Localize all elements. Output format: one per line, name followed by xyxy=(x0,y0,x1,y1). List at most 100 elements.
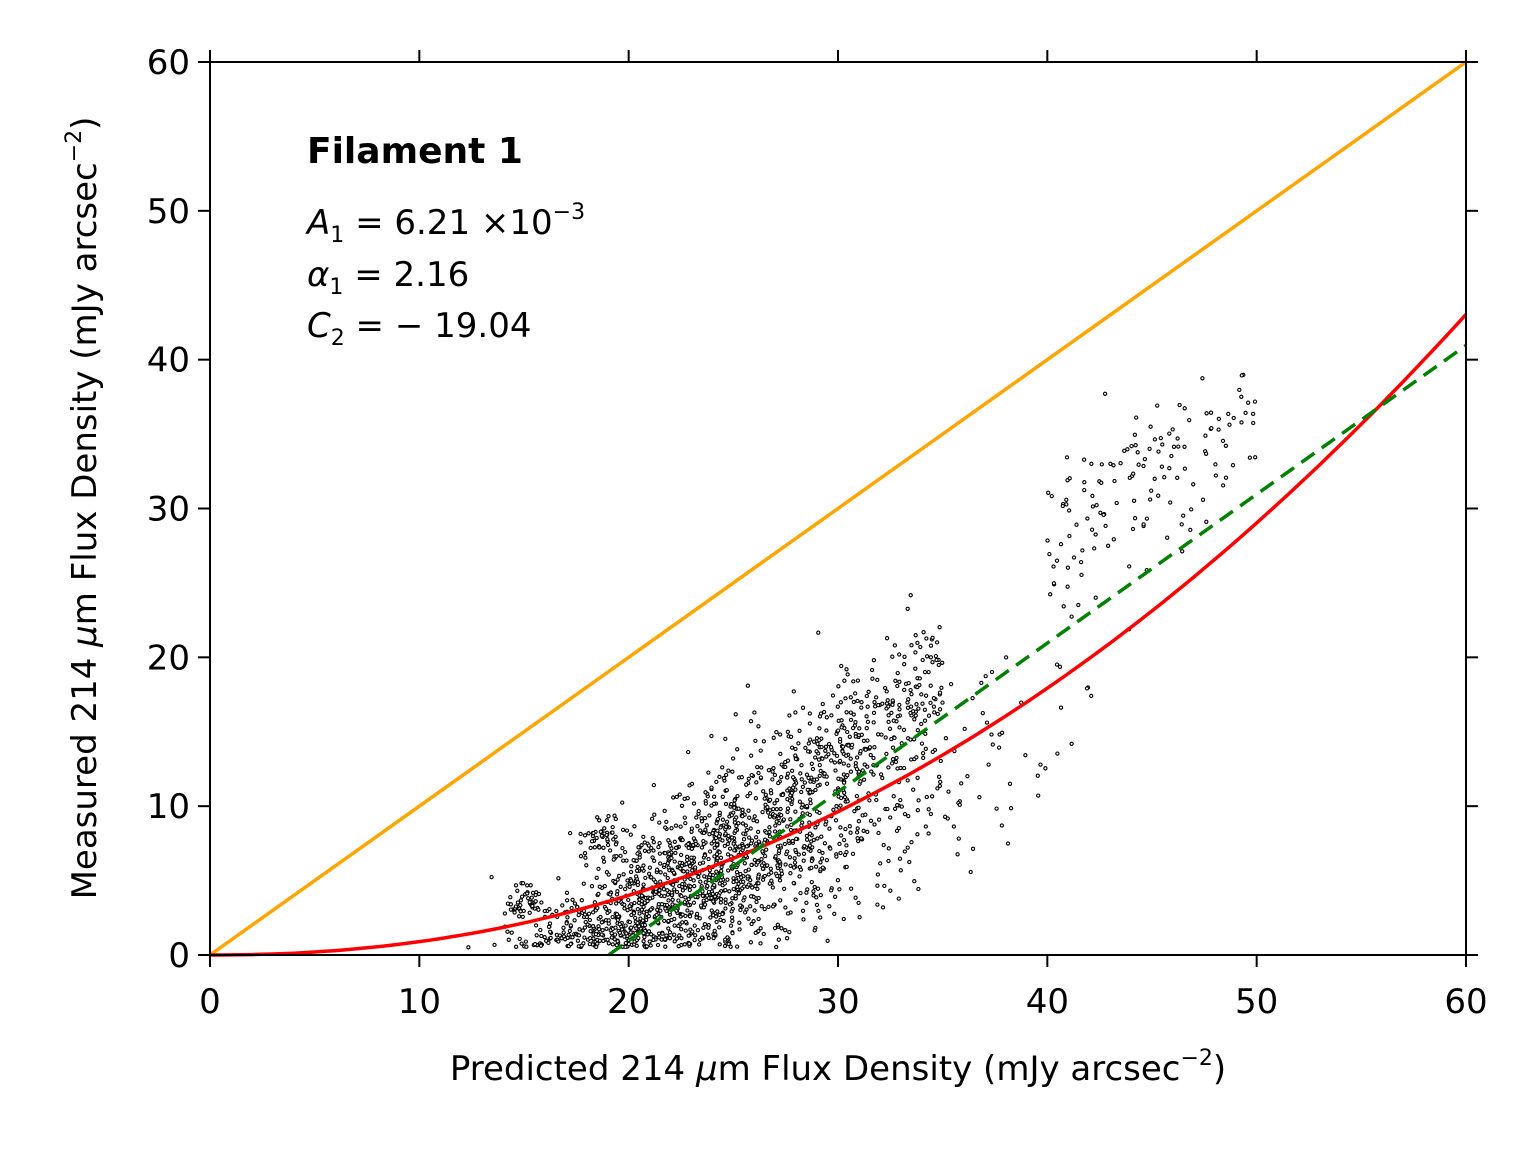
scatter-point xyxy=(761,789,766,794)
scatter-point xyxy=(1038,762,1043,767)
scatter-point xyxy=(635,851,640,856)
scatter-point xyxy=(542,908,547,914)
scatter-point xyxy=(762,873,767,879)
scatter-point xyxy=(657,851,663,856)
scatter-point xyxy=(890,654,895,659)
scatter-point xyxy=(1182,406,1187,411)
scatter-point xyxy=(1101,512,1106,518)
scatter-point xyxy=(696,808,701,814)
scatter-point xyxy=(835,704,840,709)
scatter-point xyxy=(556,876,561,881)
scatter-point xyxy=(568,923,573,928)
scatter-point xyxy=(911,787,916,792)
scatter-point xyxy=(776,780,781,786)
scatter-point xyxy=(913,713,918,718)
scatter-point xyxy=(785,775,790,780)
scatter-point xyxy=(778,751,783,757)
scatter-point xyxy=(634,858,639,863)
scatter-point xyxy=(731,886,736,892)
scatter-point xyxy=(587,941,592,947)
scatter-point xyxy=(980,710,985,716)
scatter-point xyxy=(1188,527,1193,533)
scatter-point xyxy=(726,868,731,873)
scatter-point xyxy=(887,726,893,731)
scatter-point xyxy=(699,845,705,850)
scatter-point xyxy=(884,636,890,641)
scatter-point xyxy=(756,895,761,901)
scatter-point xyxy=(677,933,682,938)
scatter-point xyxy=(561,925,566,930)
scatter-point xyxy=(678,866,683,871)
scatter-point xyxy=(909,643,914,648)
scatter-point xyxy=(1043,766,1048,771)
scatter-point xyxy=(789,790,795,796)
scatter-point xyxy=(717,912,722,918)
scatter-point xyxy=(690,868,695,873)
scatter-point xyxy=(601,855,606,860)
scatter-point xyxy=(870,676,875,681)
scatter-point xyxy=(1114,500,1119,506)
scatter-point xyxy=(590,910,596,915)
scatter-point xyxy=(781,817,787,822)
scatter-point xyxy=(572,918,577,923)
scatter-point xyxy=(830,693,836,698)
scatter-point xyxy=(756,928,761,934)
scatter-point xyxy=(650,835,655,841)
scatter-point xyxy=(712,928,717,934)
scatter-point xyxy=(908,737,913,742)
scatter-point xyxy=(515,888,520,893)
scatter-point xyxy=(783,759,788,765)
scatter-point xyxy=(836,684,841,689)
scatter-point xyxy=(800,802,805,807)
scatter-point xyxy=(915,832,920,837)
scatter-point xyxy=(674,908,679,913)
scatter-point xyxy=(938,758,943,764)
scatter-point xyxy=(679,803,685,808)
scatter-point xyxy=(785,806,791,811)
scatter-point xyxy=(854,766,860,772)
scatter-point xyxy=(902,662,907,667)
scatter-point xyxy=(706,856,711,862)
scatter-point xyxy=(781,886,787,891)
scatter-point xyxy=(996,745,1002,750)
scatter-point xyxy=(718,897,724,902)
scatter-point xyxy=(897,652,902,657)
scatter-point xyxy=(1155,403,1160,408)
scatter-point xyxy=(890,698,895,703)
scatter-point xyxy=(610,914,615,920)
scatter-point xyxy=(816,908,821,914)
scatter-point xyxy=(797,728,802,733)
scatter-point xyxy=(733,828,738,833)
scatter-point xyxy=(632,824,637,829)
scatter-point xyxy=(899,804,904,809)
scatter-point xyxy=(819,834,824,839)
scatter-point xyxy=(622,886,628,892)
scatter-point xyxy=(1209,426,1214,431)
scatter-point xyxy=(717,942,722,947)
scatter-point xyxy=(737,927,742,932)
scatter-point xyxy=(605,937,610,942)
scatter-point xyxy=(665,888,670,893)
scatter-point xyxy=(658,879,663,884)
scatter-point xyxy=(890,745,896,750)
scatter-point xyxy=(1167,431,1172,436)
scatter-point xyxy=(765,863,770,868)
scatter-point xyxy=(567,830,573,836)
scatter-point xyxy=(508,902,514,907)
scatter-point xyxy=(804,890,809,895)
scatter-point xyxy=(915,640,920,646)
scatter-point xyxy=(667,935,672,941)
scatter-point xyxy=(881,842,886,848)
scatter-point xyxy=(641,904,646,910)
scatter-point xyxy=(779,774,784,780)
scatter-point xyxy=(1204,411,1209,416)
scatter-point xyxy=(1136,462,1141,467)
scatter-point xyxy=(868,818,874,823)
scatter-point xyxy=(814,749,819,754)
scatter-point xyxy=(867,745,873,750)
scatter-point xyxy=(739,775,744,780)
scatter-point xyxy=(926,713,932,718)
scatter-point xyxy=(628,878,634,883)
scatter-point xyxy=(666,926,671,931)
scatter-point xyxy=(1082,480,1087,485)
